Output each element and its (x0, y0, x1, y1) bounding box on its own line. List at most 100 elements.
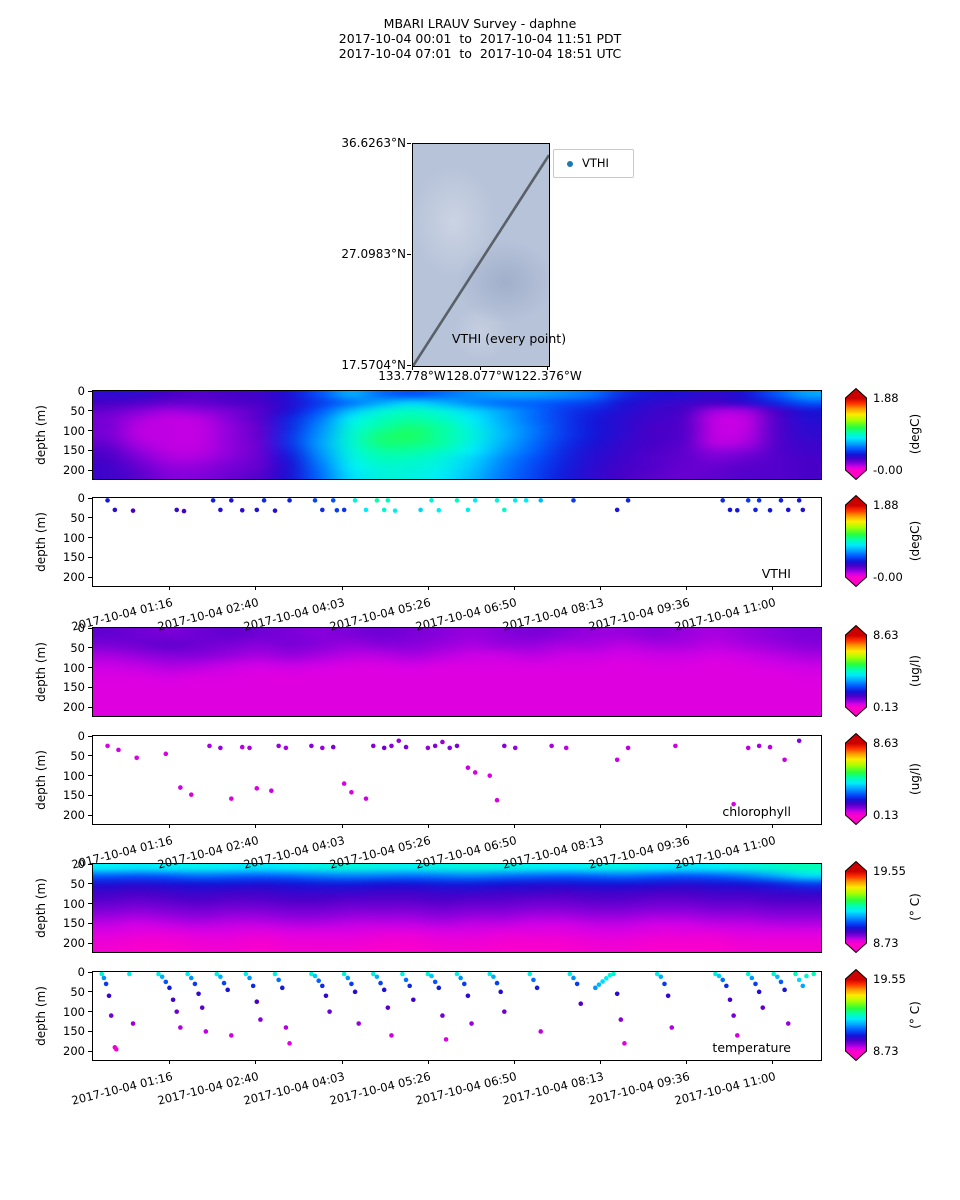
y-tick (88, 991, 92, 993)
y-axis-label: depth (m) (34, 750, 48, 810)
y-tick-label: 200 (63, 463, 85, 478)
y-tick-label: 150 (63, 443, 85, 458)
panel-chlorophyll-contour: depth (m) 0 50 100 150 200 (34, 621, 822, 717)
colorbar-unit-label: (ug/l) (908, 763, 922, 795)
x-tick (255, 824, 257, 828)
y-tick-label: 100 (63, 896, 85, 911)
x-tick (600, 1060, 602, 1064)
y-tick (88, 430, 92, 432)
y-tick (88, 647, 92, 649)
y-tick-label: 0 (77, 384, 85, 398)
colorbar-min-label: 8.73 (873, 1044, 899, 1058)
map-caption: VTHI (every point) (451, 331, 567, 346)
x-tick (427, 586, 429, 590)
colorbar-temperature-1: 19.55 8.73 (° C) (845, 861, 960, 953)
figure-subtitle-pdt: 2017-10-04 00:01 to 2017-10-04 11:51 PDT (338, 31, 622, 46)
y-tick-label: 0 (77, 857, 85, 871)
chlorophyll-scatter-plot (93, 736, 821, 824)
y-tick (88, 863, 92, 865)
temperature-scatter-plot (93, 972, 821, 1060)
colorbar-gradient (845, 861, 867, 953)
y-tick (88, 1030, 92, 1032)
y-tick (88, 814, 92, 816)
y-tick-label: 200 (63, 700, 85, 715)
map-tick (407, 143, 411, 144)
y-tick-label: 150 (63, 1024, 85, 1039)
y-tick-label: 100 (63, 530, 85, 545)
colorbar-gradient (845, 969, 867, 1061)
colorbar-gradient (845, 495, 867, 587)
y-tick (88, 517, 92, 519)
y-tick-label: 0 (77, 621, 85, 635)
map-lon-label-mid: 128.077°W (446, 369, 514, 383)
map-tick (547, 366, 548, 370)
figure-title: MBARI LRAUV Survey - daphne (383, 16, 577, 31)
colorbar-min-label: 8.73 (873, 936, 899, 950)
panel-label-chlorophyll: chlorophyll (722, 804, 791, 819)
vehicle-track (413, 154, 549, 366)
panel-label-vthi: VTHI (761, 566, 791, 581)
x-tick (255, 586, 257, 590)
y-tick (88, 735, 92, 737)
legend: VTHI (553, 149, 634, 178)
colorbar-vthi-1: 1.88 -0.00 (degC) (845, 388, 960, 480)
y-axis-label: depth (m) (34, 642, 48, 702)
panel-temperature-contour: depth (m) 0 50 100 150 200 (34, 857, 822, 953)
colorbar-min-label: 0.13 (873, 808, 899, 822)
y-tick (88, 706, 92, 708)
y-axis-label: depth (m) (34, 878, 48, 938)
panel-vthi-contour: depth (m) 0 50 100 150 200 (34, 384, 822, 480)
y-axis-label: depth (m) (34, 986, 48, 1046)
vthi-contour-plot (93, 391, 821, 479)
figure-subtitle-utc: 2017-10-04 07:01 to 2017-10-04 18:51 UTC (338, 46, 622, 61)
y-tick (88, 1050, 92, 1052)
map-tick (407, 254, 411, 255)
y-tick (88, 971, 92, 973)
y-tick (88, 497, 92, 499)
colorbar-temperature-2: 19.55 8.73 (° C) (845, 969, 960, 1061)
x-tick (772, 824, 774, 828)
colorbar-unit-label: (° C) (908, 1001, 922, 1029)
colorbar-max-label: 19.55 (873, 864, 906, 878)
panel-label-temperature: temperature (712, 1040, 791, 1055)
x-tick (341, 1060, 343, 1064)
y-tick (88, 469, 92, 471)
x-tick (427, 824, 429, 828)
y-tick-label: 50 (70, 403, 85, 418)
colorbar-min-label: 0.13 (873, 700, 899, 714)
x-tick (513, 1060, 515, 1064)
x-axis-labels-row-2: 2017-10-04 01:16 2017-10-04 02:40 2017-10-… (70, 829, 820, 872)
map-lat-label-mid: 27.0983°N (341, 247, 406, 261)
colorbar-max-label: 8.63 (873, 736, 899, 750)
chlorophyll-contour-plot (93, 628, 821, 716)
y-tick-label: 200 (63, 808, 85, 823)
y-tick-label: 150 (63, 788, 85, 803)
y-tick-label: 150 (63, 680, 85, 695)
panel-temperature-scatter: depth (m) temperature 0 50 100 150 200 (34, 965, 822, 1064)
colorbar-max-label: 8.63 (873, 628, 899, 642)
x-tick (341, 586, 343, 590)
y-tick-label: 200 (63, 936, 85, 951)
x-axis-labels-row-3: 2017-10-04 01:16 2017-10-04 02:40 2017-10-… (70, 1065, 820, 1108)
y-tick-label: 150 (63, 550, 85, 565)
y-tick (88, 922, 92, 924)
map-tick (407, 365, 411, 366)
y-tick (88, 755, 92, 757)
y-tick (88, 627, 92, 629)
y-tick-label: 200 (63, 570, 85, 585)
colorbar-unit-label: (ug/l) (908, 655, 922, 687)
colorbar-min-label: -0.00 (873, 570, 903, 584)
x-tick (686, 1060, 688, 1064)
vthi-scatter-plot (93, 498, 821, 586)
x-tick (169, 586, 171, 590)
y-tick (88, 537, 92, 539)
map-lat-label-top: 36.6263°N (341, 136, 406, 150)
x-tick (686, 586, 688, 590)
x-tick (513, 824, 515, 828)
y-tick (88, 667, 92, 669)
colorbar-max-label: 19.55 (873, 972, 906, 986)
y-tick (88, 883, 92, 885)
colorbar-min-label: -0.00 (873, 463, 903, 477)
y-tick-label: 50 (70, 984, 85, 999)
